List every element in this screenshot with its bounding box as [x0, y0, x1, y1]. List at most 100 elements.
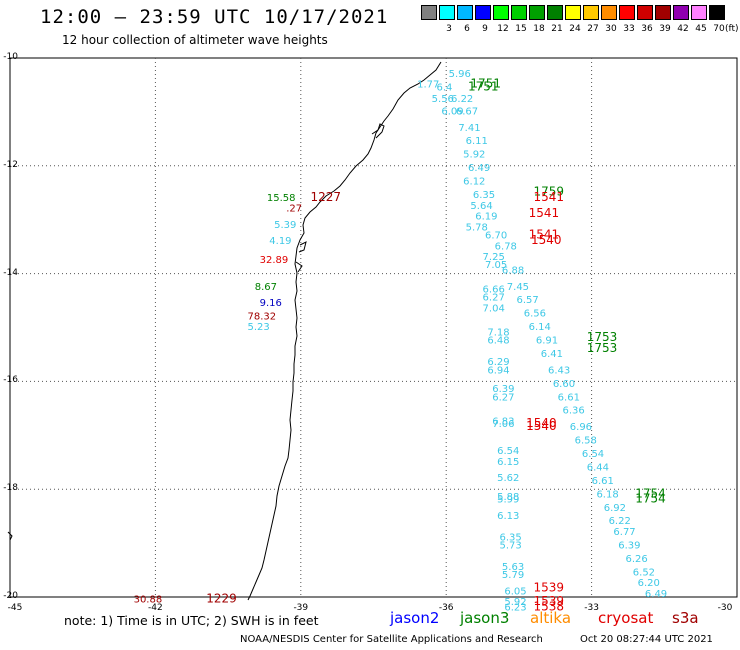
credit-line: NOAA/NESDIS Center for Satellite Applica… [240, 634, 543, 645]
legend-label: 3 [446, 24, 452, 34]
pass-time-label: 1538 [533, 599, 564, 613]
pass-time-label: 1541 [533, 190, 564, 204]
wave-height-reading: 6.54 [582, 449, 604, 460]
legend-label: 42 [677, 24, 689, 34]
latitude-tick-label: -14 [3, 267, 18, 278]
wave-height-reading: 6.39 [492, 384, 514, 395]
wave-height-reading: 6.56 [524, 309, 546, 320]
legend-label: 39 [659, 24, 671, 34]
legend-swatch [457, 5, 473, 20]
wave-height-reading: 6.20 [638, 578, 660, 589]
longitude-tick-label: -45 [7, 603, 23, 613]
coastline [247, 61, 442, 601]
wave-height-reading: 6.39 [618, 540, 640, 551]
wave-height-reading: 6.61 [558, 392, 580, 403]
chart-title: 12:00 – 23:59 UTC 10/17/2021 [40, 6, 389, 28]
legend-label: 27 [587, 24, 599, 34]
wave-height-reading: 7.04 [483, 303, 505, 314]
pass-time-label: 1541 [529, 206, 560, 220]
pass-time-label: 1539 [533, 594, 564, 608]
pass-time-label: 1229 [206, 591, 237, 605]
wave-height-reading: 6.19 [475, 212, 497, 223]
altimeter-tracks: 5.96175117511.776.45.566.226.096.677.416… [134, 69, 668, 614]
wave-height-reading: 6.14 [529, 322, 551, 333]
legend-swatch [511, 5, 527, 20]
wave-height-reading: 6.66 [483, 284, 505, 295]
wave-height-reading: 6.92 [604, 503, 626, 514]
wave-height-reading: 6.41 [541, 349, 563, 360]
legend-label: 33 [623, 24, 635, 34]
wave-height-reading: 6.18 [596, 489, 618, 500]
wave-height-reading: 6.36 [563, 406, 585, 417]
map-frame [9, 57, 738, 598]
coastline-bay [7, 123, 385, 541]
wave-height-reading: 5.96 [449, 69, 471, 80]
lat-lon-grid [9, 57, 738, 598]
wave-height-reading: 6.26 [626, 554, 648, 565]
wave-height-reading: 6.4 [437, 82, 453, 93]
wave-height-reading: 8.67 [255, 282, 277, 293]
latitude-tick-label: -12 [3, 159, 18, 170]
pass-time-label: 1754 [635, 492, 666, 506]
pass-time-label: 1754 [635, 486, 666, 500]
wave-height-reading: 6.27 [483, 293, 505, 304]
wave-height-reading: 6.13 [497, 511, 519, 522]
wave-height-reading: 5.92 [463, 150, 485, 161]
pass-time-label: 1540 [531, 233, 562, 247]
pass-time-label: 1753 [587, 330, 618, 344]
wave-height-reading: 6.22 [609, 516, 631, 527]
footer-note: note: 1) Time is in UTC; 2) SWH is in fe… [64, 613, 319, 628]
wave-height-reading: 6.44 [587, 462, 609, 473]
wave-height-reading: 6.61 [592, 476, 614, 487]
wave-height-reading: 5.63 [502, 562, 524, 573]
pass-time-label: 1540 [526, 416, 557, 430]
wave-height-reading: 1.77 [417, 80, 439, 91]
wave-height-reading: 6.77 [613, 527, 635, 538]
latitude-tick-label: -10 [3, 52, 18, 62]
wave-height-reading: 6.43 [548, 365, 570, 376]
wave-height-reading: 7.25 [483, 252, 505, 263]
wave-height-reading: 6.11 [466, 136, 488, 147]
legend-label: 18 [533, 24, 545, 34]
wave-height-reading: 6.29 [487, 357, 509, 368]
pass-time-label: 1751 [468, 79, 499, 93]
pass-time-label: 1539 [533, 581, 564, 595]
pass-time-label: 1751 [470, 77, 501, 91]
legend-label: 15 [515, 24, 527, 34]
legend-label: 36 [641, 24, 653, 34]
legend-label: 70 [713, 24, 725, 34]
chart-subtitle: 12 hour collection of altimeter wave hei… [62, 33, 328, 47]
wave-height-reading: 6.88 [502, 266, 524, 277]
wave-height-reading: 6.15 [497, 457, 519, 468]
satellite-jason3: jason3 [460, 609, 510, 627]
longitude-tick-label: -30 [717, 603, 733, 613]
satellite-altika: altika [530, 609, 572, 627]
wave-height-reading: 5.23 [247, 322, 269, 333]
latitude-tick-label: -16 [3, 375, 18, 386]
pass-time-label: 1753 [587, 341, 618, 355]
legend-swatch [601, 5, 617, 20]
pass-time-label: 1759 [533, 184, 564, 198]
wave-height-reading: 5.56 [432, 94, 454, 105]
legend-swatch [655, 5, 671, 20]
wave-height-reading: 6.12 [463, 177, 485, 188]
legend-swatch [637, 5, 653, 20]
wave-height-reading: 6.49 [468, 163, 490, 174]
wave-height-reading: 30.88 [134, 594, 163, 605]
legend-label: 24 [569, 24, 581, 34]
pass-time-label: 1227 [310, 190, 341, 204]
wave-height-reading: 6.49 [645, 589, 667, 600]
wave-height-reading: 6.35 [473, 190, 495, 201]
legend-swatch [583, 5, 599, 20]
wave-height-reading: 5.73 [500, 540, 522, 551]
legend-swatch [565, 5, 581, 20]
longitude-tick-label: -36 [438, 603, 454, 613]
wave-height-reading: .27 [286, 204, 302, 215]
wave-height-reading: 6.91 [536, 336, 558, 347]
wave-height-reading: 5.78 [466, 222, 488, 233]
wave-height-reading: 6.83 [492, 417, 514, 428]
wave-height-reading: 7.18 [487, 328, 509, 339]
wave-height-reading: 7.45 [507, 282, 529, 293]
legend-label: 6 [464, 24, 470, 34]
